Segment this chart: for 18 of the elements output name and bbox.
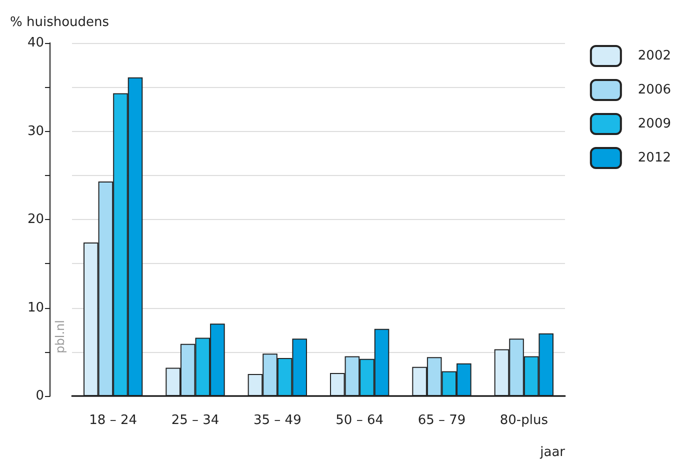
y-tick-label: 0	[36, 388, 44, 404]
y-tick-label: 40	[27, 36, 44, 50]
legend-label: 2002	[638, 48, 672, 64]
x-axis-title: jaar	[539, 445, 566, 460]
y-tick-label: 30	[27, 124, 44, 139]
x-tick-label: 80-plus	[500, 413, 548, 428]
legend-label: 2012	[638, 150, 672, 166]
legend-label: 2006	[638, 82, 672, 98]
x-tick-label: 65 – 79	[418, 413, 466, 428]
y-axis-title: % huishoudens	[10, 15, 110, 30]
y-tick-label: 10	[27, 300, 44, 316]
legend-label: 2009	[638, 116, 672, 132]
x-tick-label: 35 – 49	[253, 413, 302, 428]
x-tick-label: 50 – 64	[336, 413, 384, 428]
y-tick-label: 20	[27, 212, 44, 227]
x-tick-label: 25 – 34	[171, 413, 220, 428]
x-tick-label: 18 – 24	[89, 413, 138, 428]
text: pbl.nl	[53, 320, 67, 354]
